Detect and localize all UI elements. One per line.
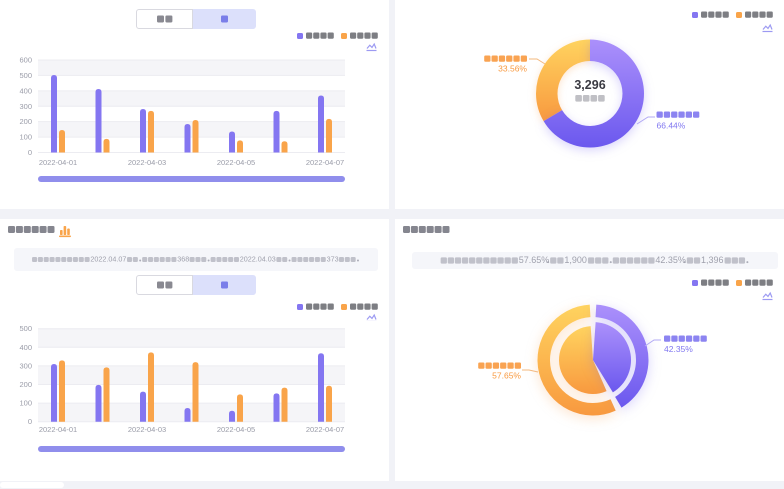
svg-text:1,900: 1,900 xyxy=(564,255,587,265)
svg-text:400: 400 xyxy=(19,86,32,95)
svg-text:3,296: 3,296 xyxy=(574,78,605,92)
svg-text:100: 100 xyxy=(19,399,32,408)
svg-text:300: 300 xyxy=(19,102,32,111)
svg-text:2022.04.03: 2022.04.03 xyxy=(240,255,276,264)
svg-text:373: 373 xyxy=(327,255,339,264)
svg-text:57.65%: 57.65% xyxy=(519,255,550,265)
svg-text:2022.04.07: 2022.04.07 xyxy=(90,255,126,264)
svg-text:600: 600 xyxy=(19,56,32,65)
svg-text:500: 500 xyxy=(19,71,32,80)
svg-text:2022-04-05: 2022-04-05 xyxy=(217,425,255,434)
svg-text:2022-04-05: 2022-04-05 xyxy=(217,158,255,167)
svg-text:400: 400 xyxy=(19,343,32,352)
svg-text:300: 300 xyxy=(19,361,32,370)
svg-text:2022-04-01: 2022-04-01 xyxy=(39,425,77,434)
svg-text:0: 0 xyxy=(28,417,32,426)
svg-text:2022-04-03: 2022-04-03 xyxy=(128,158,166,167)
svg-text:100: 100 xyxy=(19,133,32,142)
svg-text:368: 368 xyxy=(177,255,189,264)
svg-text:33.56%: 33.56% xyxy=(498,64,527,74)
svg-text:200: 200 xyxy=(19,117,32,126)
svg-text:200: 200 xyxy=(19,380,32,389)
svg-text:0: 0 xyxy=(28,148,32,157)
svg-text:2022-04-03: 2022-04-03 xyxy=(128,425,166,434)
svg-text:1,396: 1,396 xyxy=(701,255,724,265)
svg-text:42.35%: 42.35% xyxy=(664,344,693,354)
svg-text:66.44%: 66.44% xyxy=(657,121,686,131)
svg-text:2022-04-07: 2022-04-07 xyxy=(306,425,344,434)
svg-text:2022-04-07: 2022-04-07 xyxy=(306,158,344,167)
svg-text:57.65%: 57.65% xyxy=(492,371,521,381)
svg-text:42.35%: 42.35% xyxy=(655,255,686,265)
svg-text:500: 500 xyxy=(19,324,32,333)
svg-text:2022-04-01: 2022-04-01 xyxy=(39,158,77,167)
